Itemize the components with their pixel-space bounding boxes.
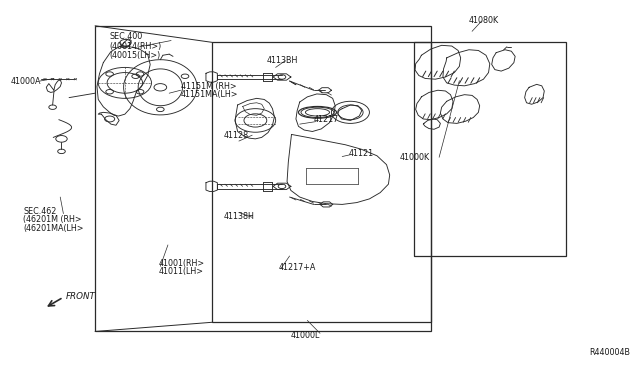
Text: 41128: 41128 [224, 131, 249, 140]
Text: R440004B: R440004B [589, 348, 630, 357]
Text: (40014(RH>): (40014(RH>) [109, 42, 162, 51]
Text: 41001(RH>: 41001(RH> [159, 259, 205, 268]
Text: 41000A: 41000A [11, 77, 42, 86]
Text: 41000L: 41000L [291, 331, 320, 340]
Text: 41011(LH>: 41011(LH> [159, 267, 204, 276]
Bar [95, 26, 431, 331]
Text: 4113BH: 4113BH [267, 56, 298, 65]
Text: 41217+A: 41217+A [278, 263, 316, 272]
Text: (46201M (RH>: (46201M (RH> [24, 215, 82, 224]
Text: 41080K: 41080K [469, 16, 499, 25]
Text: 41151MA(LH>: 41151MA(LH> [180, 90, 238, 99]
Text: (46201MA(LH>: (46201MA(LH> [24, 224, 84, 233]
Text: 41151M (RH>: 41151M (RH> [180, 82, 236, 91]
Text: 41000K: 41000K [399, 153, 429, 162]
Text: (40015(LH>): (40015(LH>) [109, 51, 161, 60]
Text: 41217: 41217 [314, 115, 339, 124]
Bar [212, 42, 431, 322]
Text: SEC.462: SEC.462 [24, 207, 57, 216]
Text: SEC.400: SEC.400 [109, 32, 143, 41]
Text: 41121: 41121 [349, 149, 374, 158]
Text: FRONT: FRONT [65, 292, 95, 301]
Text: 41138H: 41138H [224, 212, 255, 221]
Bar [414, 42, 566, 256]
